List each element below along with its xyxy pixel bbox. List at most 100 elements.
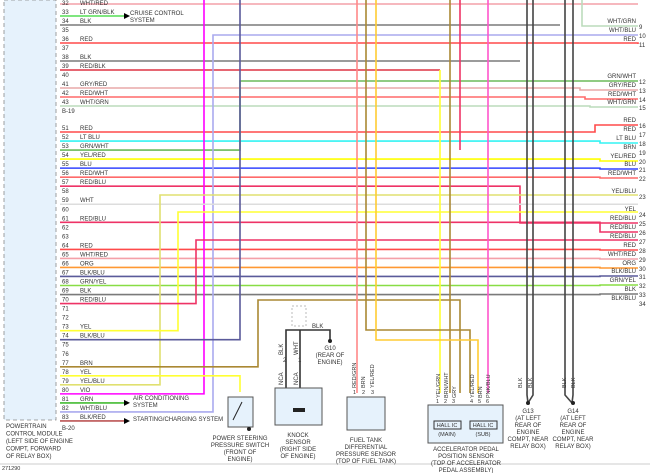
wire-61-26 bbox=[60, 221, 638, 233]
right-wire-label: RED/WHT bbox=[608, 92, 636, 98]
pin-number: 72 bbox=[62, 316, 69, 322]
wire-label: BRN bbox=[80, 361, 93, 367]
ground-wire bbox=[571, 0, 574, 404]
wire-label: BLK bbox=[518, 377, 524, 388]
pcm-label: OF RELAY BOX) bbox=[6, 454, 51, 460]
right-pin-number: 26 bbox=[639, 231, 646, 237]
wire-79 bbox=[60, 194, 638, 386]
g14-label: (AT LEFT bbox=[560, 416, 586, 422]
g13-label: G13 bbox=[522, 409, 534, 415]
wire-label: LT GRN/BLK bbox=[80, 10, 114, 16]
right-pin-number: 23 bbox=[639, 195, 646, 201]
wire-53-12 bbox=[60, 80, 638, 151]
wire-label: BLK/BLU bbox=[80, 334, 105, 340]
wire-56-22 bbox=[60, 176, 638, 179]
wire-label: RED/GRN bbox=[352, 363, 358, 388]
wire-label: WHT/RED bbox=[80, 1, 109, 7]
ground-icon bbox=[526, 401, 530, 405]
wire-label: RED/BLU bbox=[80, 298, 106, 304]
wire-label: RED bbox=[80, 126, 93, 132]
wire-label: BLU bbox=[80, 162, 92, 168]
right-pin-number: 28 bbox=[639, 249, 646, 255]
g13-label: RELAY BOX) bbox=[510, 444, 545, 450]
pin-number: 63 bbox=[62, 234, 69, 240]
right-pin-number: 10 bbox=[639, 34, 646, 40]
wire-label: VIO bbox=[80, 388, 91, 394]
right-pin-number: 29 bbox=[639, 258, 646, 264]
pin-number: 34 bbox=[62, 19, 69, 25]
wire-36-11 bbox=[60, 42, 639, 44]
right-pin-number: 30 bbox=[639, 267, 646, 273]
wire-64-28 bbox=[60, 248, 638, 251]
wire-74 bbox=[60, 0, 241, 341]
right-wire-label: RED bbox=[623, 243, 636, 249]
pin-label: 3 bbox=[371, 390, 374, 396]
right-pin-number: 33 bbox=[639, 293, 646, 299]
wire-label: BLK bbox=[80, 289, 91, 295]
right-wire-label: GRY/RED bbox=[609, 83, 637, 89]
knock-wire-blk bbox=[285, 329, 312, 388]
right-wire-label: ORG bbox=[622, 261, 636, 267]
right-pin-number: 21 bbox=[639, 168, 646, 174]
right-wire-label: YEL bbox=[625, 207, 637, 213]
wire-label: GRN/WHT bbox=[80, 144, 109, 150]
pin-number: 54 bbox=[62, 153, 69, 159]
right-wire-label: RED/BLU bbox=[610, 234, 636, 240]
pin-number: 61 bbox=[62, 216, 69, 222]
hall-label: (SUB) bbox=[476, 432, 491, 438]
wire-label: BLK bbox=[562, 377, 568, 388]
right-wire-label: BLU bbox=[624, 162, 636, 168]
wire-66-30 bbox=[60, 266, 638, 269]
pin-number: 60 bbox=[62, 207, 69, 213]
wire-55-21 bbox=[60, 167, 638, 170]
right-wire-label: BLK/BLU bbox=[611, 269, 636, 275]
switch-icon bbox=[232, 401, 243, 421]
right-wire-label: BLK/BLU bbox=[611, 296, 636, 302]
wire-label: NCA bbox=[294, 372, 300, 385]
right-pin-number: 31 bbox=[639, 275, 646, 281]
pin-label: 2 bbox=[362, 390, 365, 396]
wire-label: BRN bbox=[361, 376, 367, 388]
right-pin-number: 25 bbox=[639, 222, 646, 228]
hall-label: HALL IC bbox=[437, 423, 458, 429]
pin-number: 75 bbox=[62, 343, 69, 349]
app-label: POSITION SENSOR bbox=[438, 454, 494, 460]
hall-label: (MAIN) bbox=[438, 432, 456, 438]
right-wire-label: RED bbox=[623, 37, 636, 43]
hall-ic-main bbox=[433, 420, 462, 430]
pin-number: 70 bbox=[62, 298, 69, 304]
wire-label: YEL/GRN bbox=[436, 374, 442, 398]
right-pin-number: 11 bbox=[639, 43, 646, 49]
hall-ic-sub bbox=[469, 420, 498, 430]
right-wire-label: LT BLU bbox=[616, 136, 636, 142]
wire-73 bbox=[60, 211, 638, 332]
wire-label: NCA bbox=[279, 372, 285, 385]
g14-label: RELAY BOX) bbox=[555, 444, 590, 450]
right-pin-number: 27 bbox=[639, 240, 646, 246]
pin-number: 69 bbox=[62, 289, 69, 295]
wire-43-15 bbox=[60, 105, 638, 108]
wire-54-20 bbox=[60, 158, 638, 162]
pin-number: 65 bbox=[62, 252, 69, 258]
pin-number: 32 bbox=[62, 1, 69, 7]
app-label: PEDAL ASSEMBLY) bbox=[439, 468, 494, 473]
pin-number: 81 bbox=[62, 397, 69, 403]
right-wire-label: RED/BLU bbox=[610, 216, 636, 222]
pin-number: 83 bbox=[62, 415, 69, 421]
g14-label: REAR OF bbox=[560, 423, 587, 429]
wire-label: GRN bbox=[80, 397, 93, 403]
pin-number: 79 bbox=[62, 379, 69, 385]
wire-52-18 bbox=[60, 140, 638, 144]
right-wire-label: GRN/WHT bbox=[607, 74, 636, 80]
pin-label: 1 bbox=[353, 390, 356, 396]
wire-label: ORG bbox=[80, 261, 94, 267]
ground-wire bbox=[527, 0, 534, 404]
right-pin-number: 18 bbox=[639, 142, 646, 148]
wire-label: RED/WHT bbox=[80, 171, 108, 177]
wire-label: PNK/BLU bbox=[486, 374, 492, 398]
pcm-label: COMPT, FORWARD bbox=[6, 447, 62, 453]
g13-label: REAR OF bbox=[515, 423, 542, 429]
